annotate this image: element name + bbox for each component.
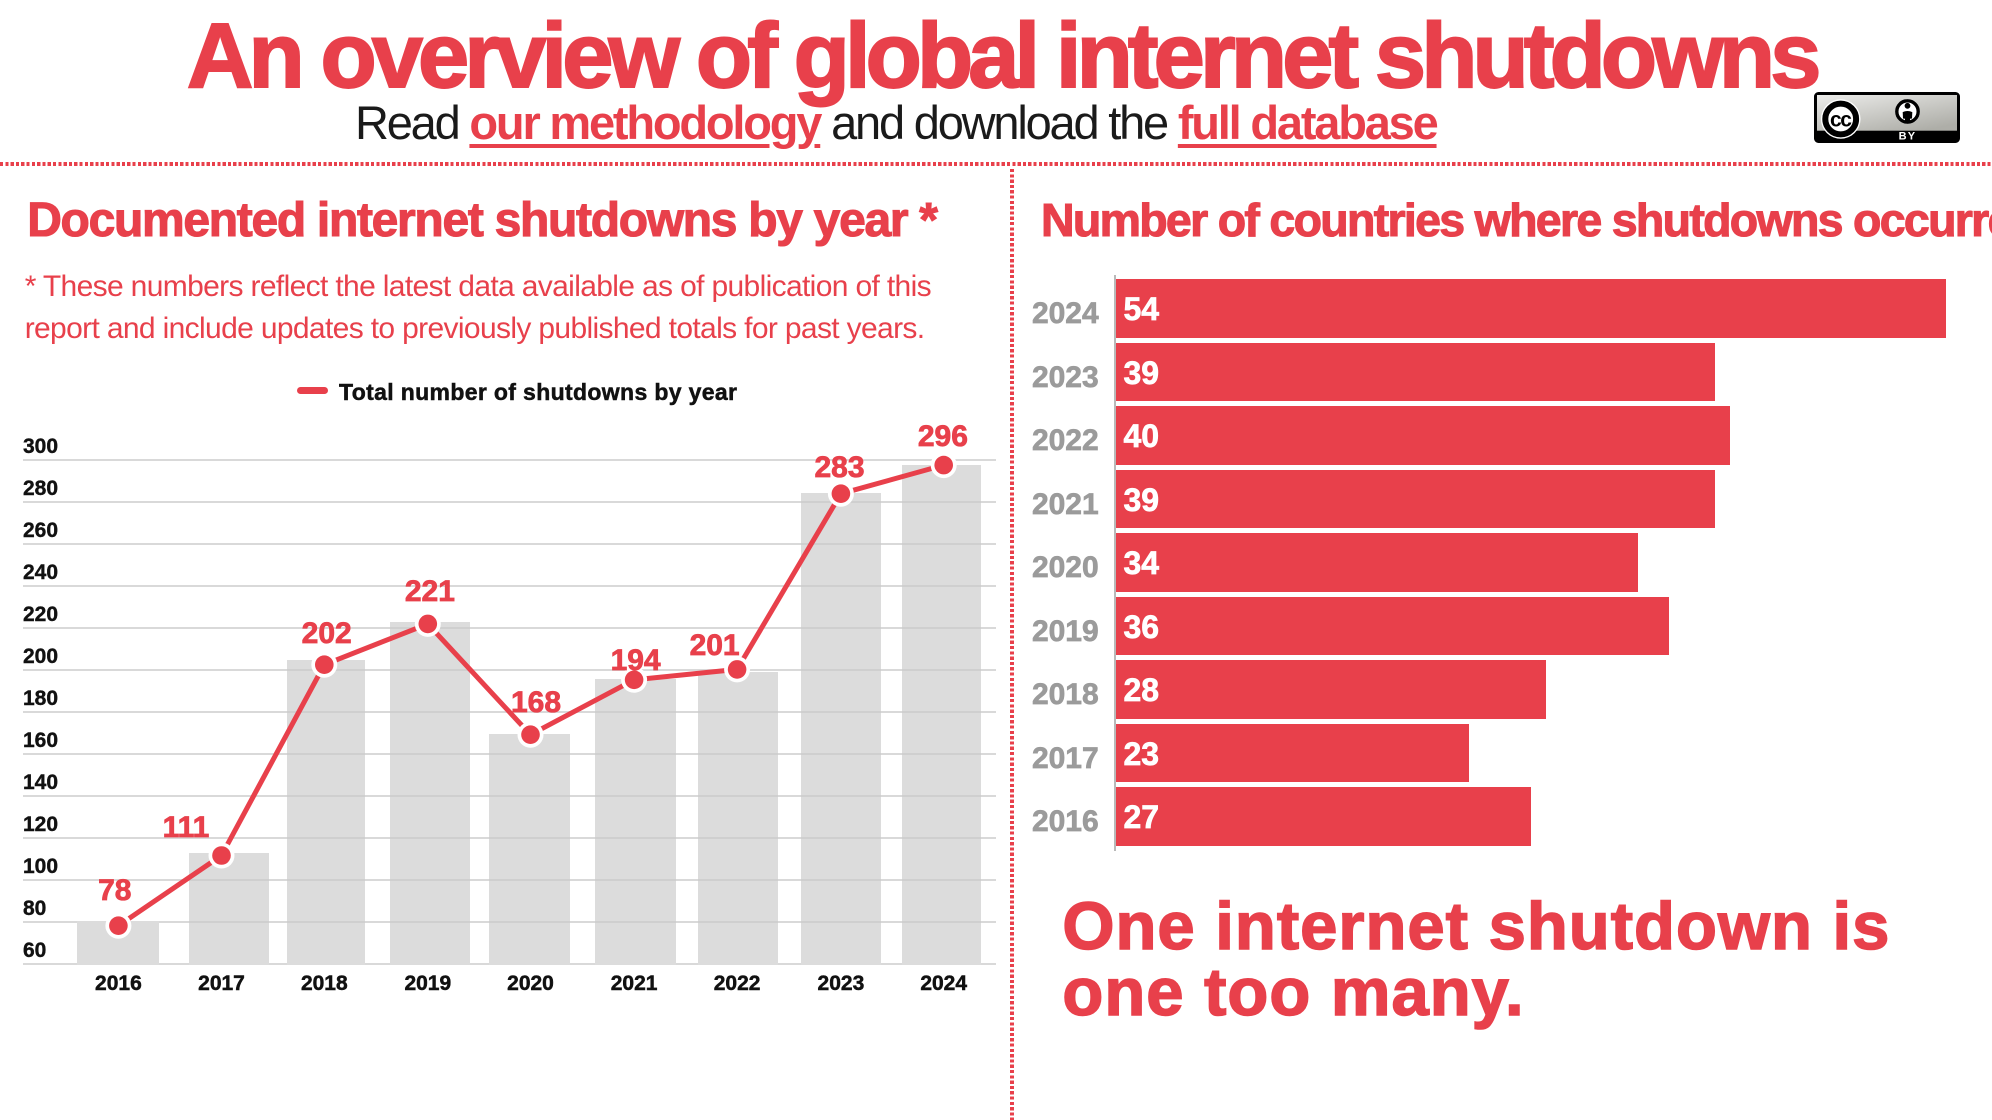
svg-text:BY: BY	[1899, 131, 1917, 143]
svg-text:cc: cc	[1830, 109, 1852, 132]
